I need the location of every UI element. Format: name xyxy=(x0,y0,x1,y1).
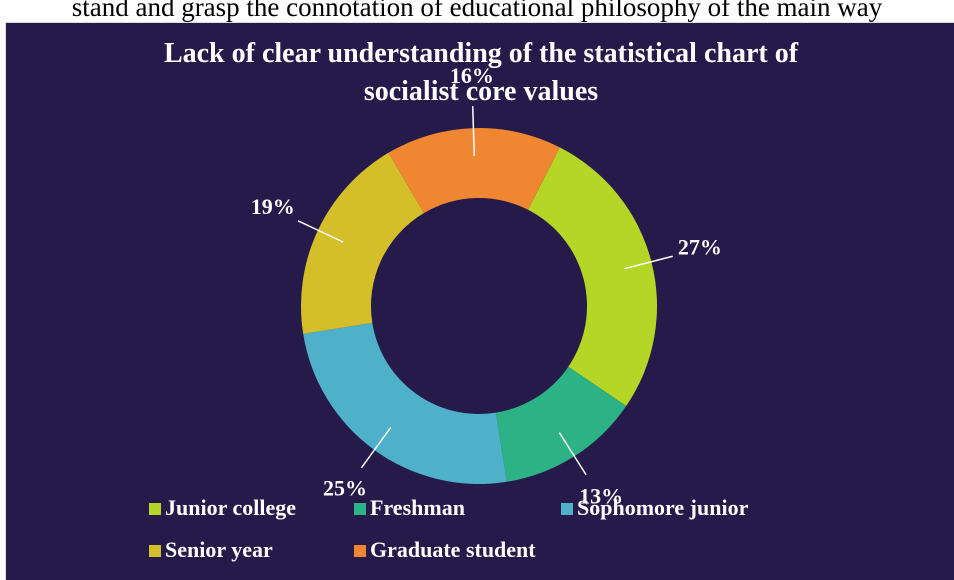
header-text: stand and grasp the connotation of educa… xyxy=(71,0,883,22)
legend-swatch xyxy=(149,503,161,515)
legend-label: Junior college xyxy=(165,495,296,520)
data-label: 19% xyxy=(251,194,295,219)
donut-slice xyxy=(388,128,560,214)
chart: 27% 13% 25% 19% 16% Junior college Freshman Sop… xyxy=(149,63,749,562)
donut-slice xyxy=(303,322,507,484)
leader-line xyxy=(297,220,344,243)
chart-title: Lack of clear understanding of the stati… xyxy=(163,38,799,107)
data-label: 13% xyxy=(579,484,623,509)
leader-line xyxy=(624,255,673,270)
data-label: 27% xyxy=(678,234,722,259)
legend-label: Freshman xyxy=(370,495,465,520)
leader-line xyxy=(471,106,476,157)
donut-slice xyxy=(528,147,657,407)
legend-swatch xyxy=(354,503,366,515)
leader-line xyxy=(360,426,392,469)
data-label: 25% xyxy=(323,476,367,501)
legend-swatch xyxy=(561,503,573,515)
legend-label: Sophomore junior xyxy=(577,495,749,520)
chart-box: 27% 13% 25% 19% 16% Junior college Freshman Sop… xyxy=(5,22,954,580)
donut-slice xyxy=(301,152,425,334)
legend-label: Graduate student xyxy=(370,537,536,562)
donut-slice xyxy=(495,366,627,482)
legend-label: Senior year xyxy=(165,537,273,562)
leader-line xyxy=(558,432,587,476)
data-label: 16% xyxy=(450,63,494,88)
legend-swatch xyxy=(149,545,161,557)
legend-swatch xyxy=(354,545,366,557)
